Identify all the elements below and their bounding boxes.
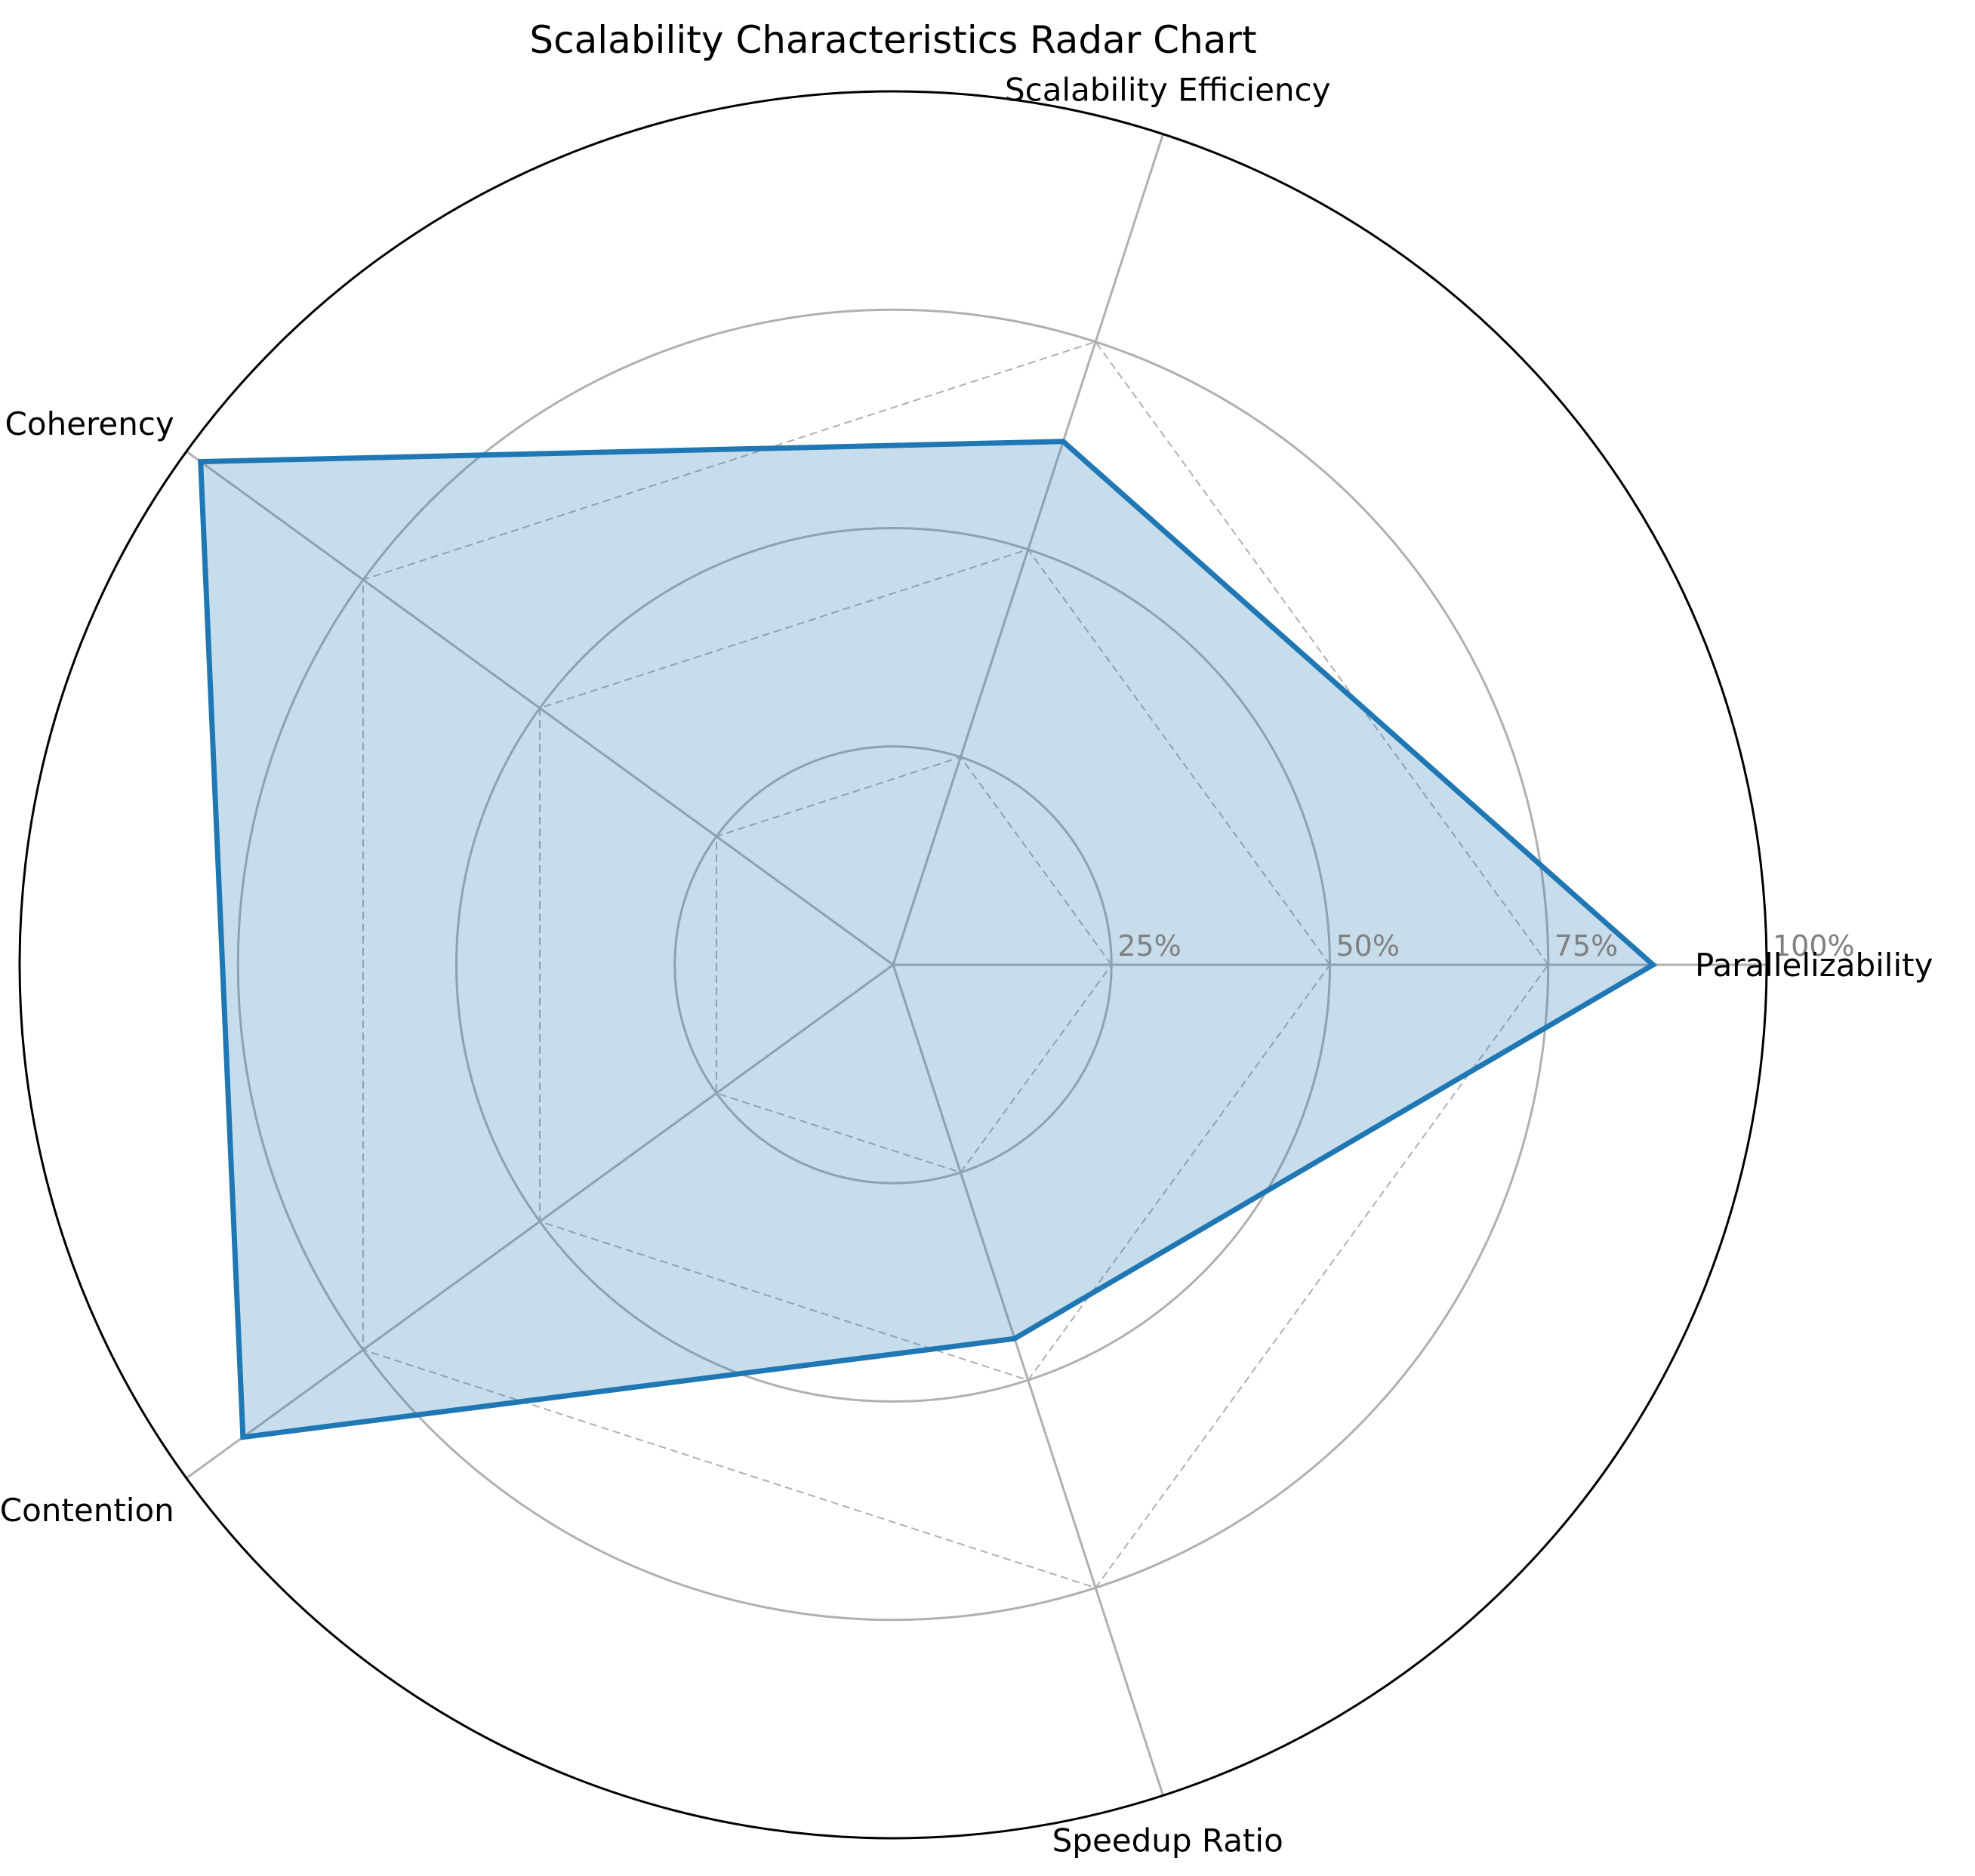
category-label-1: Parallelizability	[1695, 947, 1933, 984]
data-layer	[198, 439, 1658, 1440]
spoke-2	[892, 134, 1164, 966]
outer-ring	[18, 90, 1768, 1840]
label-layer: 25% 50% 75% 100%Parallelizability Scalabilit…	[0, 72, 1933, 1859]
spoke-3	[186, 450, 894, 966]
radial-tick-label-4: 100%	[1773, 929, 1855, 963]
pentagon-guide-1	[715, 756, 1113, 1174]
spoke-4	[186, 963, 894, 1480]
grid-layer	[18, 90, 1768, 1840]
series-area-1	[200, 441, 1653, 1437]
radial-tick-label-1: 25%	[1117, 929, 1181, 963]
radial-tick-label-3: 75%	[1554, 929, 1618, 963]
series-line-1	[198, 439, 1658, 1440]
spoke-5	[892, 964, 1164, 1796]
radial-tick-label-2: 50%	[1336, 929, 1400, 963]
chart-title: Scalability Characteristics Radar Chart	[529, 18, 1256, 62]
pentagon-guide-3	[362, 340, 1549, 1589]
category-label-3: Coherency	[5, 405, 174, 442]
category-label-2: Scalability Efficiency	[1005, 72, 1331, 109]
category-label-4: Contention	[0, 1492, 174, 1529]
pentagon-guide-2	[538, 548, 1331, 1382]
category-label-5: Speedup Ratio	[1052, 1822, 1283, 1859]
